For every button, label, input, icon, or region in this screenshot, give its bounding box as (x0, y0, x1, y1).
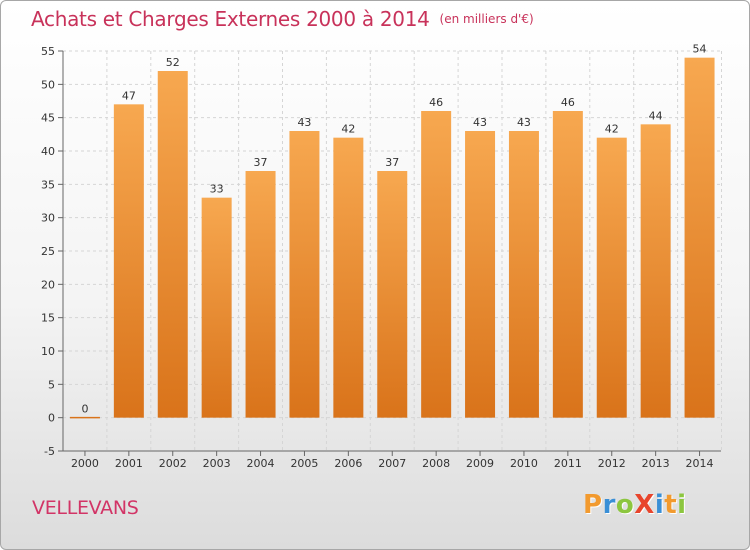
bar-value-label: 42 (341, 123, 355, 136)
x-tick-label: 2002 (159, 457, 187, 470)
bar (552, 111, 583, 418)
chart-title: Achats et Charges Externes 2000 à 2014 (e… (31, 7, 534, 31)
x-tick-label: 2008 (422, 457, 450, 470)
bar-value-label: 43 (473, 116, 487, 129)
x-tick-label: 2011 (554, 457, 582, 470)
x-tick-label: 2000 (71, 457, 99, 470)
y-tick-label: 35 (41, 178, 55, 191)
y-tick-label: 30 (41, 212, 55, 225)
city-name: VELLEVANS (32, 497, 139, 519)
y-tick-label: 10 (41, 345, 55, 358)
y-tick-label: 55 (41, 45, 55, 58)
bar (377, 171, 408, 418)
bar-value-label: 33 (210, 183, 224, 196)
bar-value-label: 52 (166, 56, 180, 69)
bar-value-label: 37 (254, 156, 268, 169)
y-tick-label: 40 (41, 145, 55, 158)
bar-value-label: 44 (649, 109, 663, 122)
x-tick-label: 2012 (598, 457, 626, 470)
chart-title-text: Achats et Charges Externes 2000 à 2014 (31, 7, 430, 31)
proxiti-logo: ProXiti (583, 490, 687, 520)
x-tick-label: 2014 (686, 457, 714, 470)
x-tick-label: 2001 (115, 457, 143, 470)
bar (508, 131, 539, 418)
bar (289, 131, 320, 418)
bar (245, 171, 276, 418)
x-tick-label: 2004 (247, 457, 275, 470)
y-tick-label: 45 (41, 112, 55, 125)
axes (58, 50, 721, 456)
y-tick-label: -5 (44, 445, 55, 458)
y-tick-label: 25 (41, 245, 55, 258)
bar-value-label: 46 (429, 96, 443, 109)
bar-value-label: 47 (122, 89, 136, 102)
bar (113, 104, 144, 418)
bar (421, 111, 452, 418)
bar-value-label: 42 (605, 123, 619, 136)
logo-letter: i (677, 490, 687, 520)
y-tick-label: 5 (48, 378, 55, 391)
logo-letter: i (654, 490, 665, 520)
x-tick-label: 2013 (642, 457, 670, 470)
bar (333, 137, 364, 418)
bar (201, 197, 232, 418)
x-tick-label: 2009 (466, 457, 494, 470)
logo-letter: t (664, 490, 678, 520)
logo-letter: X (634, 490, 655, 520)
bar (465, 131, 496, 418)
y-tick-label: 15 (41, 312, 55, 325)
bar-value-label: 43 (517, 116, 531, 129)
bar (684, 57, 715, 418)
bars (69, 57, 715, 419)
x-tick-label: 2006 (334, 457, 362, 470)
y-tick-label: 50 (41, 78, 55, 91)
x-tick-label: 2003 (203, 457, 231, 470)
logo-letter: r (602, 490, 616, 520)
bar-value-label: 37 (385, 156, 399, 169)
bar (640, 124, 671, 418)
y-tick-label: 20 (41, 278, 55, 291)
chart-unit-text: (en milliers d'€) (439, 12, 534, 26)
bar-value-label: 54 (693, 43, 707, 56)
bar-value-label: 0 (81, 403, 88, 416)
y-tick-label: 0 (48, 412, 55, 425)
logo-letter: P (583, 490, 603, 520)
x-tick-label: 2010 (510, 457, 538, 470)
bar-value-label: 46 (561, 96, 575, 109)
logo-letter: o (615, 490, 635, 520)
labels: -5 0 5 10 15 20 25 30 35 40 45 50 55 0 2000 47 2001 52 200… (41, 43, 714, 470)
x-tick-label: 2007 (378, 457, 406, 470)
bar (596, 137, 627, 418)
bar (157, 71, 188, 418)
bar-value-label: 43 (297, 116, 311, 129)
x-tick-label: 2005 (290, 457, 318, 470)
